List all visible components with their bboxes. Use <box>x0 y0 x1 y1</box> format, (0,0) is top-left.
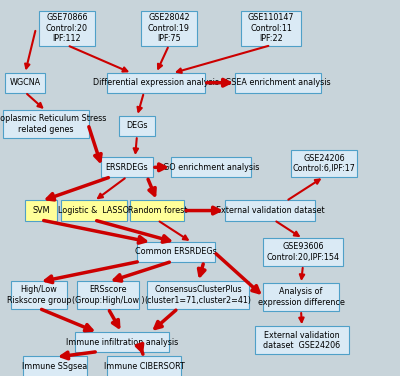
FancyBboxPatch shape <box>77 281 139 309</box>
FancyBboxPatch shape <box>107 73 205 93</box>
Text: GO enrichment analysis: GO enrichment analysis <box>163 163 259 172</box>
FancyBboxPatch shape <box>3 110 89 138</box>
FancyBboxPatch shape <box>130 200 184 221</box>
Text: ERSRDEGs: ERSRDEGs <box>106 163 148 172</box>
FancyBboxPatch shape <box>235 73 321 93</box>
Text: Endoplasmic Reticulum Stress
related genes: Endoplasmic Reticulum Stress related gen… <box>0 114 107 134</box>
Text: Immune infiltration analysis: Immune infiltration analysis <box>66 338 178 347</box>
Text: High/Low
Riskscore group: High/Low Riskscore group <box>7 285 71 305</box>
FancyBboxPatch shape <box>75 332 169 352</box>
Text: ConsensusClusterPlus
(cluster1=71,cluster2=41): ConsensusClusterPlus (cluster1=71,cluste… <box>144 285 252 305</box>
FancyBboxPatch shape <box>137 242 215 262</box>
Text: GSE93606
Control:20,IPF:154: GSE93606 Control:20,IPF:154 <box>266 242 340 262</box>
Text: Logistic &  LASSO: Logistic & LASSO <box>58 206 130 215</box>
FancyBboxPatch shape <box>101 157 153 177</box>
FancyBboxPatch shape <box>263 283 339 311</box>
Text: ERSscore
(Group:High/Low ): ERSscore (Group:High/Low ) <box>72 285 144 305</box>
Text: External validation
dataset  GSE24206: External validation dataset GSE24206 <box>264 331 340 350</box>
Text: Immune CIBERSORT: Immune CIBERSORT <box>104 362 184 371</box>
FancyBboxPatch shape <box>141 11 197 46</box>
FancyBboxPatch shape <box>11 281 67 309</box>
Text: Immune SSgsea: Immune SSgsea <box>22 362 88 371</box>
Text: External validation dataset: External validation dataset <box>216 206 324 215</box>
Text: GSEA enrichment analysis: GSEA enrichment analysis <box>225 78 331 87</box>
FancyBboxPatch shape <box>5 73 45 93</box>
FancyBboxPatch shape <box>171 157 251 177</box>
Text: Analysis of
expression difference: Analysis of expression difference <box>258 287 344 307</box>
FancyBboxPatch shape <box>107 356 181 376</box>
Text: SVM: SVM <box>32 206 50 215</box>
Text: GSE28042
Control:19
IPF:75: GSE28042 Control:19 IPF:75 <box>148 13 190 43</box>
Text: WGCNA: WGCNA <box>10 78 40 87</box>
Text: GSE70866
Control:20
IPF:112: GSE70866 Control:20 IPF:112 <box>46 13 88 43</box>
FancyBboxPatch shape <box>147 281 249 309</box>
FancyBboxPatch shape <box>241 11 301 46</box>
FancyBboxPatch shape <box>291 150 357 177</box>
FancyBboxPatch shape <box>39 11 95 46</box>
Text: GSE110147
Control:11
IPF:22: GSE110147 Control:11 IPF:22 <box>248 13 294 43</box>
Text: Random forest: Random forest <box>128 206 187 215</box>
FancyBboxPatch shape <box>255 326 349 354</box>
FancyBboxPatch shape <box>61 200 127 221</box>
FancyBboxPatch shape <box>23 356 87 376</box>
FancyBboxPatch shape <box>25 200 57 221</box>
Text: Differential expression analysis: Differential expression analysis <box>93 78 219 87</box>
FancyBboxPatch shape <box>225 200 315 221</box>
Text: GSE24206
Control:6,IPF:17: GSE24206 Control:6,IPF:17 <box>292 154 356 173</box>
Text: Common ERSRDEGs: Common ERSRDEGs <box>135 247 217 256</box>
FancyBboxPatch shape <box>263 238 343 266</box>
FancyBboxPatch shape <box>119 116 155 136</box>
Text: DEGs: DEGs <box>126 121 148 130</box>
